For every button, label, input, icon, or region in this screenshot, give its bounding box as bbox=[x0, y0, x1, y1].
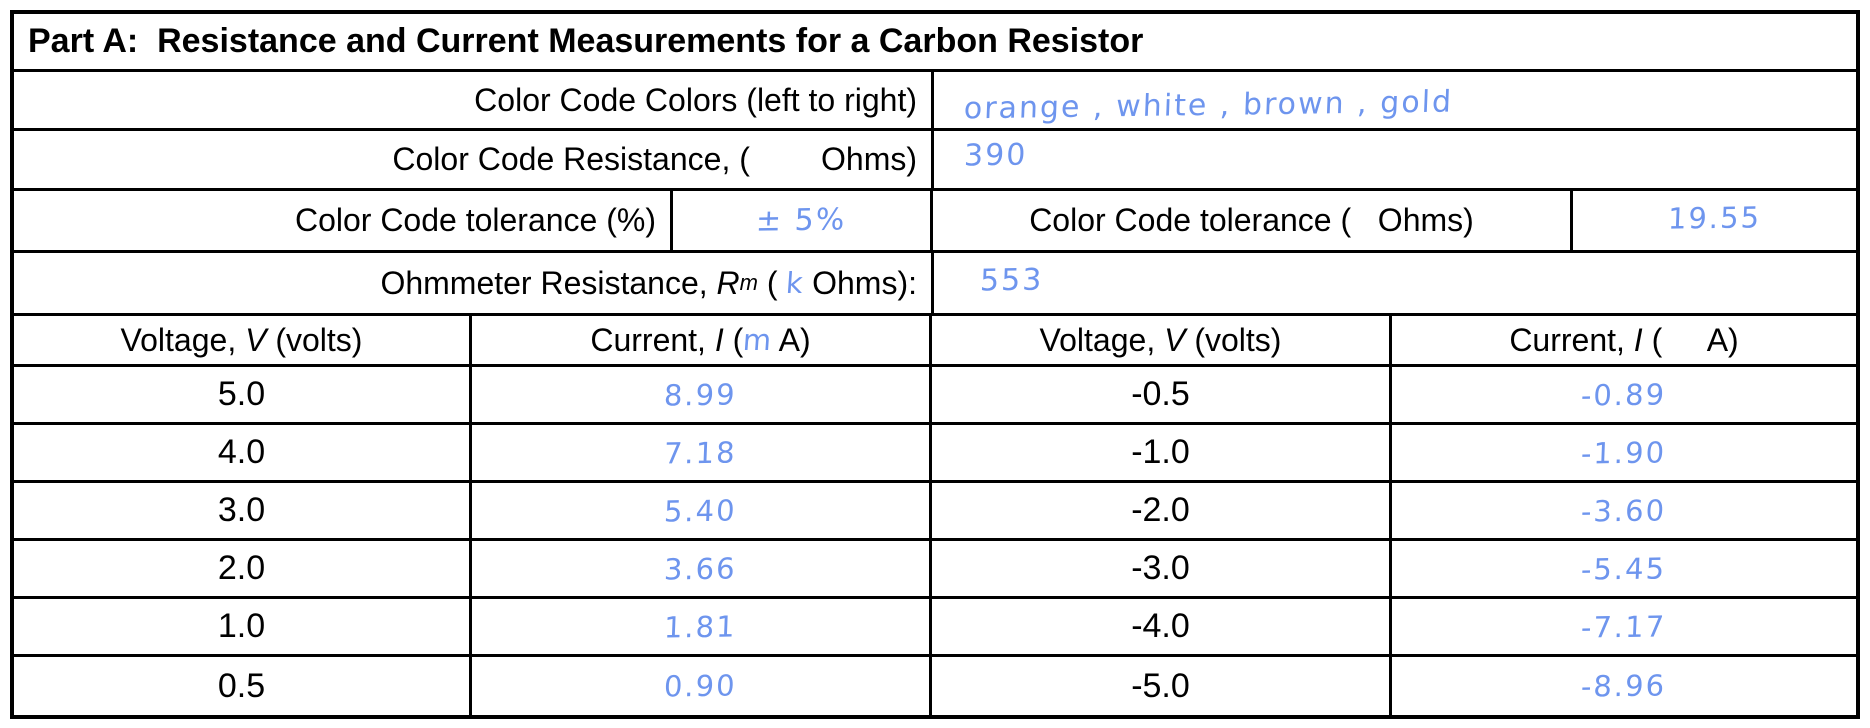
handwritten-current: -8.96 bbox=[1580, 668, 1668, 704]
voltage-value: 5.0 bbox=[14, 367, 472, 422]
voltage-value: -0.5 bbox=[932, 367, 1392, 422]
color-code-resistance-answer-cell: 390 bbox=[934, 131, 1856, 188]
handwritten-current: 5.40 bbox=[663, 492, 738, 529]
voltage-value: -1.0 bbox=[932, 425, 1392, 480]
voltage-symbol: V bbox=[1164, 321, 1186, 358]
voltage-value: 0.5 bbox=[14, 657, 472, 715]
color-code-colors-answer-cell: orange , white , brown , gold bbox=[934, 72, 1856, 128]
handwritten-current: 7.18 bbox=[663, 434, 738, 471]
measurement-row: 4.0 7.18 -1.0 -1.90 bbox=[14, 425, 1856, 483]
resistance-symbol-subscript: m bbox=[739, 270, 758, 295]
measurement-header-row: Voltage, V (volts) Current, I (m A) Volt… bbox=[14, 316, 1856, 367]
voltage-left-header-text: Voltage, bbox=[120, 321, 246, 358]
current-right-header-units: A) bbox=[1706, 321, 1739, 358]
color-code-resistance-label: Color Code Resistance, ( Ohms) bbox=[14, 131, 934, 188]
current-value-cell: -3.60 bbox=[1392, 483, 1856, 538]
ohmmeter-label-paren: ( bbox=[757, 264, 787, 301]
current-symbol: I bbox=[714, 321, 724, 358]
handwritten-tolerance-ohms: 19.55 bbox=[1667, 199, 1762, 236]
current-value-cell: 3.66 bbox=[472, 541, 932, 596]
voltage-value: 4.0 bbox=[14, 425, 472, 480]
handwritten-current: -0.89 bbox=[1580, 376, 1668, 413]
current-left-header-paren: ( bbox=[723, 321, 744, 358]
title-row: Part A: Resistance and Current Measureme… bbox=[14, 14, 1856, 72]
voltage-right-header-text: Voltage, bbox=[1039, 321, 1165, 358]
tolerance-ohms-label: Color Code tolerance ( Ohms) bbox=[933, 191, 1573, 250]
handwritten-current: -3.60 bbox=[1580, 492, 1668, 529]
ohmmeter-label-units: Ohms): bbox=[803, 264, 917, 301]
table-title: Part A: Resistance and Current Measureme… bbox=[28, 22, 1144, 60]
handwritten-milli-unit: m bbox=[742, 323, 773, 357]
current-right-header-paren: ( bbox=[1642, 321, 1707, 358]
handwritten-kilo-unit: k bbox=[785, 266, 805, 300]
ohmmeter-resistance-answer-cell: 553 bbox=[934, 253, 1856, 313]
current-value-cell: -0.89 bbox=[1392, 367, 1856, 422]
handwritten-ohmmeter-resistance: 553 bbox=[979, 262, 1044, 298]
measurement-row: 0.5 0.90 -5.0 -8.96 bbox=[14, 657, 1856, 715]
voltage-value: -2.0 bbox=[932, 483, 1392, 538]
measurement-row: 3.0 5.40 -2.0 -3.60 bbox=[14, 483, 1856, 541]
handwritten-current: 0.90 bbox=[663, 668, 738, 704]
current-value-cell: -7.17 bbox=[1392, 599, 1856, 654]
tolerance-percent-answer-cell: ± 5% bbox=[673, 191, 933, 250]
tolerance-percent-label: Color Code tolerance (%) bbox=[14, 191, 673, 250]
current-value-cell: 7.18 bbox=[472, 425, 932, 480]
handwritten-tolerance-percent: ± 5% bbox=[755, 202, 848, 239]
color-code-colors-row: Color Code Colors (left to right) orange… bbox=[14, 72, 1856, 131]
handwritten-current: 8.99 bbox=[663, 376, 738, 413]
handwritten-current: -1.90 bbox=[1580, 434, 1668, 471]
resistance-symbol: R bbox=[716, 264, 740, 301]
measurement-row: 1.0 1.81 -4.0 -7.17 bbox=[14, 599, 1856, 657]
handwritten-current: 3.66 bbox=[663, 550, 738, 587]
voltage-right-header-units: (volts) bbox=[1185, 321, 1282, 358]
measurement-row: 2.0 3.66 -3.0 -5.45 bbox=[14, 541, 1856, 599]
color-code-resistance-row: Color Code Resistance, ( Ohms) 390 bbox=[14, 131, 1856, 191]
current-value-cell: 0.90 bbox=[472, 657, 932, 715]
voltage-value: 2.0 bbox=[14, 541, 472, 596]
current-value-cell: -5.45 bbox=[1392, 541, 1856, 596]
voltage-value: 1.0 bbox=[14, 599, 472, 654]
voltage-left-header: Voltage, V (volts) bbox=[14, 316, 472, 364]
handwritten-current: -5.45 bbox=[1580, 550, 1668, 587]
current-value-cell: 1.81 bbox=[472, 599, 932, 654]
measurement-row: 5.0 8.99 -0.5 -0.89 bbox=[14, 367, 1856, 425]
handwritten-color-code-resistance: 390 bbox=[963, 137, 1028, 174]
current-value-cell: 8.99 bbox=[472, 367, 932, 422]
current-left-header-units: A) bbox=[771, 321, 811, 358]
voltage-left-header-units: (volts) bbox=[266, 321, 363, 358]
handwritten-current: -7.17 bbox=[1580, 608, 1668, 645]
current-right-header: Current, I ( A) bbox=[1392, 316, 1856, 364]
voltage-value: -4.0 bbox=[932, 599, 1392, 654]
handwritten-current: 1.81 bbox=[663, 608, 738, 645]
voltage-right-header: Voltage, V (volts) bbox=[932, 316, 1392, 364]
current-left-header: Current, I (m A) bbox=[472, 316, 932, 364]
ohmmeter-label-text: Ohmmeter Resistance, bbox=[380, 264, 717, 301]
color-code-colors-label: Color Code Colors (left to right) bbox=[14, 72, 934, 128]
voltage-value: -5.0 bbox=[932, 657, 1392, 715]
voltage-symbol: V bbox=[245, 321, 267, 358]
voltage-value: -3.0 bbox=[932, 541, 1392, 596]
current-right-header-text: Current, bbox=[1509, 321, 1634, 358]
tolerance-ohms-answer-cell: 19.55 bbox=[1573, 191, 1856, 250]
current-symbol: I bbox=[1633, 321, 1643, 358]
handwritten-color-code-colors: orange , white , brown , gold bbox=[963, 84, 1454, 126]
tolerance-row: Color Code tolerance (%) ± 5% Color Code… bbox=[14, 191, 1856, 253]
current-value-cell: -8.96 bbox=[1392, 657, 1856, 715]
current-value-cell: 5.40 bbox=[472, 483, 932, 538]
current-value-cell: -1.90 bbox=[1392, 425, 1856, 480]
current-left-header-text: Current, bbox=[590, 321, 715, 358]
voltage-value: 3.0 bbox=[14, 483, 472, 538]
part-a-table: Part A: Resistance and Current Measureme… bbox=[10, 10, 1860, 719]
